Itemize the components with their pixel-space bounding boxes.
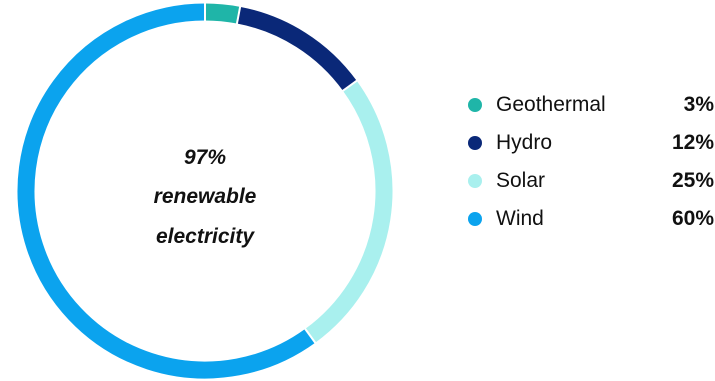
legend-value-geothermal: 3% — [683, 93, 714, 116]
center-text-line-1: 97% — [184, 146, 226, 169]
legend-item-geothermal: Geothermal 3% — [468, 86, 714, 124]
legend-item-hydro: Hydro 12% — [468, 124, 714, 162]
donut-slice-solar — [305, 80, 393, 343]
legend-label-solar: Solar — [496, 169, 546, 192]
legend-item-wind: Wind 60% — [468, 200, 714, 238]
center-text-line-2: renewable — [154, 185, 257, 208]
donut-chart: 97% renewable electricity — [17, 2, 393, 379]
legend-label-wind: Wind — [496, 207, 544, 230]
legend-swatch-hydro — [468, 136, 482, 150]
legend-swatch-solar — [468, 174, 482, 188]
legend-item-solar: Solar 25% — [468, 162, 714, 200]
legend-value-solar: 25% — [671, 169, 714, 192]
donut-slice-separator — [303, 327, 317, 345]
legend: Geothermal 3% Hydro 12% Solar 25% Wind 6… — [468, 86, 714, 238]
center-text-line-3: electricity — [156, 225, 255, 248]
donut-slice-hydro — [236, 6, 357, 91]
legend-value-hydro: 12% — [671, 131, 714, 154]
donut-slice-separator — [341, 79, 359, 93]
legend-value-wind: 60% — [671, 207, 714, 230]
donut-slice-geothermal — [204, 3, 241, 24]
legend-label-hydro: Hydro — [496, 131, 553, 154]
legend-swatch-geothermal — [468, 98, 482, 112]
donut-slice-wind — [17, 3, 316, 379]
donut-slice-separator — [235, 5, 242, 25]
legend-label-geothermal: Geothermal — [496, 93, 606, 116]
legend-swatch-wind — [468, 212, 482, 226]
donut-slices — [17, 2, 393, 379]
